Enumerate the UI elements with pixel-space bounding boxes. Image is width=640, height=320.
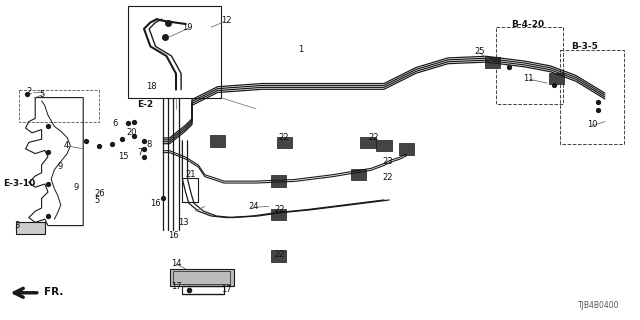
- Text: 16: 16: [168, 231, 179, 240]
- Bar: [376, 140, 392, 151]
- Text: 22: 22: [274, 205, 284, 214]
- Text: 17: 17: [221, 285, 232, 294]
- Text: 19: 19: [182, 23, 193, 32]
- Text: 15: 15: [118, 152, 129, 161]
- Text: 14: 14: [172, 260, 182, 268]
- Text: 11: 11: [524, 74, 534, 83]
- Text: 12: 12: [221, 16, 231, 25]
- Text: 18: 18: [146, 82, 157, 91]
- Text: 22: 22: [383, 173, 393, 182]
- Text: E-3-10: E-3-10: [3, 180, 35, 188]
- Bar: [170, 269, 234, 286]
- Text: 13: 13: [178, 218, 189, 227]
- Bar: [277, 137, 292, 148]
- Bar: [560, 50, 624, 144]
- Bar: [19, 90, 99, 122]
- Text: 9: 9: [74, 183, 79, 192]
- Bar: [271, 175, 286, 187]
- Bar: [549, 73, 564, 84]
- Polygon shape: [16, 222, 45, 234]
- Text: 7: 7: [138, 148, 143, 156]
- Text: 4: 4: [64, 141, 69, 150]
- Bar: [271, 250, 286, 262]
- Text: E-2: E-2: [138, 100, 154, 108]
- Bar: [271, 209, 286, 220]
- Bar: [173, 271, 230, 284]
- Text: 8: 8: [146, 140, 151, 148]
- Text: 5: 5: [95, 196, 100, 204]
- Bar: [399, 143, 414, 155]
- Text: 26: 26: [95, 189, 106, 198]
- Bar: [210, 135, 225, 147]
- Text: 20: 20: [127, 128, 137, 137]
- Text: 9: 9: [58, 162, 63, 171]
- Text: 16: 16: [150, 199, 161, 208]
- Text: 25: 25: [475, 47, 485, 56]
- Bar: [360, 137, 376, 148]
- Text: 10: 10: [588, 120, 598, 129]
- Text: 5: 5: [40, 90, 45, 99]
- Bar: [485, 57, 500, 68]
- Text: 22: 22: [274, 250, 284, 259]
- Text: 22: 22: [368, 133, 378, 142]
- Text: 22: 22: [278, 133, 289, 142]
- Text: 21: 21: [186, 170, 196, 179]
- Text: FR.: FR.: [44, 287, 63, 297]
- Bar: [128, 6, 221, 98]
- Text: B-3-5: B-3-5: [571, 42, 598, 51]
- Text: 6: 6: [112, 119, 117, 128]
- Text: 24: 24: [248, 202, 259, 211]
- Text: 2: 2: [27, 87, 32, 96]
- Text: 17: 17: [172, 282, 182, 291]
- Bar: [496, 27, 563, 104]
- Text: 23: 23: [383, 157, 394, 166]
- Bar: [351, 169, 366, 180]
- Text: TJB4B0400: TJB4B0400: [578, 301, 620, 310]
- Text: 1: 1: [298, 45, 303, 54]
- Text: B-4-20: B-4-20: [511, 20, 544, 28]
- Text: 3: 3: [14, 221, 19, 230]
